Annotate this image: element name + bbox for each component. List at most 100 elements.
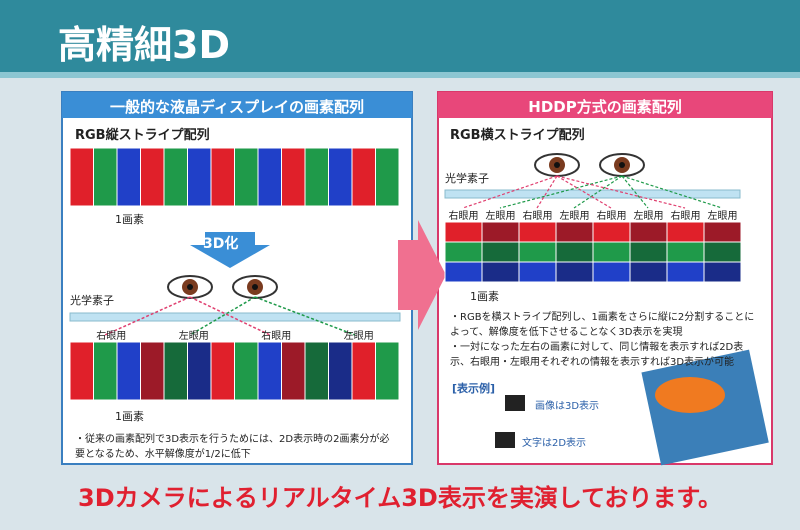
stripe [257, 341, 282, 401]
example-text: 文字は2D表示 [522, 438, 587, 449]
right-pixel: 1画素 [470, 290, 499, 303]
left-pixel-bottom: 1画素 [115, 410, 144, 423]
eye-label: 右眼用 [522, 211, 553, 222]
left-header-band [62, 92, 412, 118]
right-header: HDDP方式の画素配列 [528, 98, 682, 116]
right-header-band [438, 92, 772, 118]
subpixel [518, 261, 557, 283]
left-subtitle: RGB縦ストライプ配列 [75, 128, 210, 143]
stripe [187, 341, 212, 401]
subpixel [666, 261, 705, 283]
left-note: ・従来の画素配列で3D表示を行うためには、2D表示時の2画素分が必要となるため、… [75, 434, 390, 460]
left-header: 一般的な液晶ディスプレイの画素配列 [110, 98, 364, 116]
sight-line [499, 175, 623, 209]
subpixel [629, 241, 668, 263]
sight-line [556, 175, 686, 209]
title-stripe [0, 72, 800, 78]
eye-label: 左眼用 [633, 211, 664, 222]
stripe [93, 147, 118, 207]
sight-line [462, 175, 558, 209]
right-subtitle: RGB横ストライプ配列 [450, 128, 585, 143]
stripe [351, 147, 376, 207]
eye-label: 左眼用 [485, 211, 516, 222]
example-image: 画像は3D表示 [535, 401, 600, 412]
stripe [304, 147, 329, 207]
sight-line [536, 175, 558, 209]
pupil [187, 284, 193, 290]
left-optical-label: 光学素子 [70, 294, 114, 307]
subpixel [703, 221, 742, 243]
pupil [554, 162, 560, 168]
title: 高精細3D [58, 23, 230, 67]
eye-label: 右眼用 [670, 211, 701, 222]
stripe [234, 341, 259, 401]
subpixel [481, 221, 520, 243]
subpixel [444, 221, 483, 243]
icon-3d [505, 395, 525, 411]
big-arrow [398, 220, 446, 330]
subpixel [629, 221, 668, 243]
eye-label: 右眼用 [596, 211, 627, 222]
stripe [210, 341, 235, 401]
subpixel [481, 261, 520, 283]
pupil [619, 162, 625, 168]
sight-line [254, 296, 356, 336]
stripe [163, 341, 188, 401]
stripe [210, 147, 235, 207]
bullet: ・一対になった左右の画素に対して、同じ情報を表示すれば2D表示、右眼用・左眼用そ… [450, 342, 744, 368]
eye-label: 右眼用 [448, 211, 479, 222]
subpixel [555, 221, 594, 243]
right-optical [444, 189, 741, 199]
stripe [163, 147, 188, 207]
subpixel [592, 241, 631, 263]
bullet: ・RGBを横ストライプ配列し、1画素をさらに縦に2分割することによって、解像度を… [450, 312, 755, 338]
sight-line [621, 175, 649, 209]
subpixel [592, 221, 631, 243]
stripe [281, 341, 306, 401]
eye-label: 右眼用 [261, 331, 292, 342]
stripe [140, 147, 165, 207]
subpixel [703, 241, 742, 263]
subpixel [666, 241, 705, 263]
sight-line [189, 296, 256, 336]
subpixel [444, 261, 483, 283]
subpixel [481, 241, 520, 263]
eye-label: 左眼用 [559, 211, 590, 222]
stripe [93, 341, 118, 401]
subpixel [629, 261, 668, 283]
sight-line [621, 175, 723, 209]
stripe [187, 147, 212, 207]
subpixel [555, 241, 594, 263]
subpixel [444, 241, 483, 263]
stripe [116, 341, 141, 401]
subpixel [703, 261, 742, 283]
stripe [351, 341, 376, 401]
convert-label: 3D化 [203, 236, 239, 252]
stripe [281, 147, 306, 207]
left-optical [69, 312, 401, 322]
eye-label: 右眼用 [96, 331, 127, 342]
stripe [140, 341, 165, 401]
stripe [257, 147, 282, 207]
subpixel [518, 221, 557, 243]
convert-arrow [190, 232, 270, 268]
title-band [0, 0, 800, 75]
stripe [375, 147, 400, 207]
subpixel [666, 221, 705, 243]
eye-label: 左眼用 [343, 331, 374, 342]
footer: 3Dカメラによるリアルタイム3D表示を実演しております。 [78, 484, 722, 512]
sight-line [556, 175, 612, 209]
subpixel [518, 241, 557, 263]
stripe [328, 147, 353, 207]
eye-label: 左眼用 [707, 211, 738, 222]
left-pixel-top: 1画素 [115, 213, 144, 226]
subpixel [555, 261, 594, 283]
subpixel [592, 261, 631, 283]
stripe [375, 341, 400, 401]
stripe [69, 147, 94, 207]
stripe [234, 147, 259, 207]
icon-2d [495, 432, 515, 448]
eye-label: 左眼用 [178, 331, 209, 342]
